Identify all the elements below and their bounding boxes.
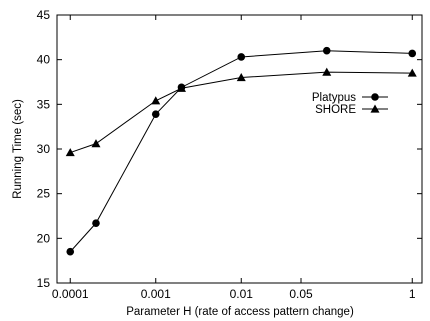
x-tick-label: 0.05 [289,287,313,301]
data-point-platypus [151,110,160,118]
legend-marker-shore [370,104,380,113]
x-tick-label: 0.0001 [52,287,89,301]
data-point-shore [65,148,75,157]
x-axis: 0.0001 0.001 0.01 0.05 1 [52,15,416,301]
data-point-shore [407,68,417,77]
legend-marker-platypus [371,93,379,101]
data-point-platypus [237,53,246,61]
series-layer [65,46,417,256]
data-point-shore [176,83,186,92]
data-point-platypus [66,247,75,256]
data-point-shore [236,73,246,82]
x-tick-label: 1 [409,287,416,301]
series-shore [65,67,417,157]
series-line-shore [70,71,413,154]
data-point-platypus [408,49,417,58]
y-tick-label: 40 [37,53,51,67]
legend-label-shore: SHORE [315,104,356,116]
y-tick-label: 15 [37,276,51,290]
x-tick-label: 0.01 [230,287,254,301]
data-point-platypus [92,219,100,227]
y-tick-label: 25 [37,187,51,201]
y-tick-label: 35 [37,97,51,111]
data-point-shore [151,96,161,105]
legend-label-platypus: Platypus [312,92,356,104]
y-tick-label: 45 [37,8,51,22]
data-point-shore [91,139,101,148]
y-tick-label: 30 [37,142,51,156]
x-axis-label: Parameter H (rate of access pattern chan… [126,306,354,318]
y-axis: 15 20 25 30 35 40 45 [37,8,422,290]
data-point-shore [322,67,332,76]
x-tick-label: 0.001 [141,287,171,301]
y-axis-label: Running Time (sec) [12,99,24,199]
data-point-platypus [322,46,331,55]
y-tick-label: 20 [37,231,51,245]
